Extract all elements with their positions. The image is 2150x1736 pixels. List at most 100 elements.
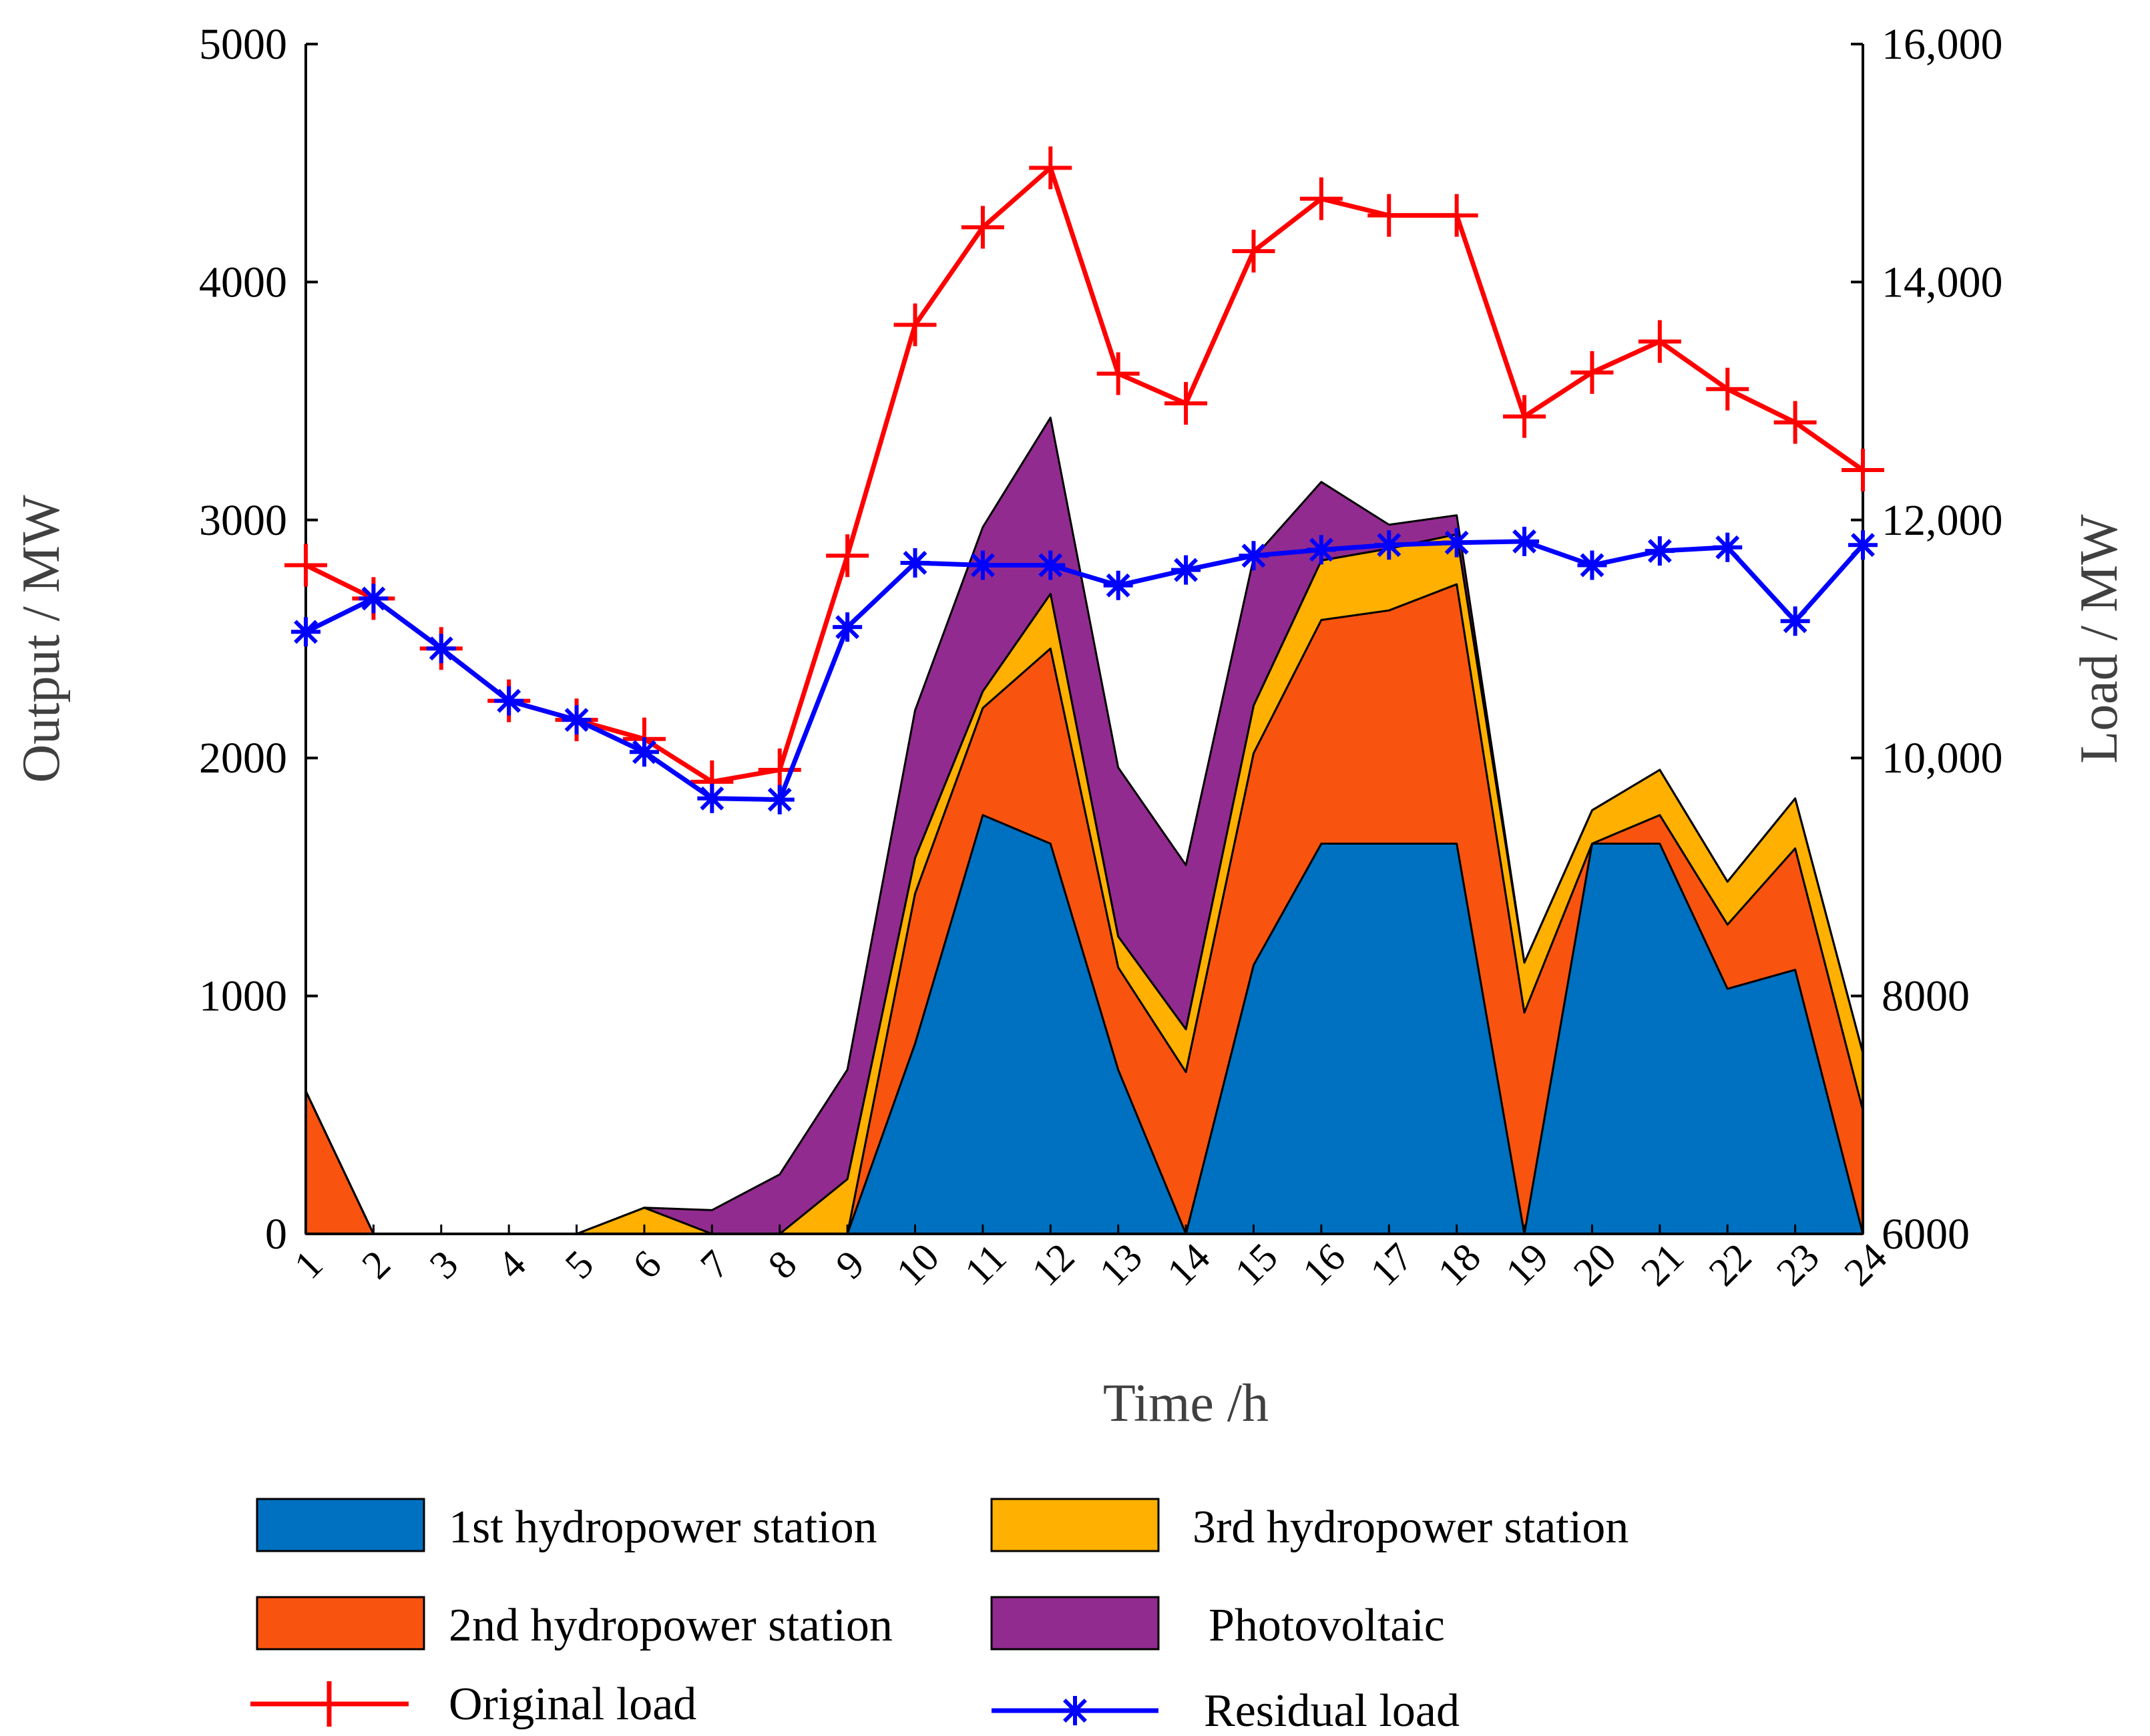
x-tick-label: 21 (1633, 1235, 1692, 1294)
marker-original-load (1842, 448, 1884, 491)
marker-original-load (1638, 320, 1681, 363)
legend-label-hydro1: 1st hydropower station (449, 1502, 877, 1553)
marker-original-load (1029, 146, 1072, 190)
right-tick-label: 14,000 (1882, 258, 2003, 306)
marker-original-load (961, 206, 1004, 249)
legend-label-hydro2: 2nd hydropower station (449, 1600, 893, 1651)
x-tick-label: 16 (1294, 1235, 1353, 1294)
marker-original-load (826, 534, 869, 578)
x-axis-title: Time /h (1103, 1374, 1269, 1433)
marker-residual-load (426, 634, 456, 664)
right-ticks: 6000 8000 10,000 12,000 14,000 16,000 (1851, 20, 2003, 1259)
x-tick-label: 8 (760, 1242, 805, 1287)
marker-residual-load (765, 785, 795, 815)
marker-residual-load (359, 584, 389, 614)
marker-residual-load (562, 705, 592, 735)
x-tick-label: 1 (286, 1242, 331, 1287)
marker-residual-load (1036, 550, 1066, 580)
legend-marker-residual-load (992, 1696, 1158, 1725)
x-tick-label: 7 (692, 1242, 737, 1287)
x-tick-label: 20 (1565, 1235, 1625, 1294)
marker-original-load (1706, 367, 1749, 411)
marker-residual-load (1713, 532, 1743, 562)
x-tick-label: 23 (1768, 1235, 1828, 1294)
legend-swatch-hydro1 (256, 1498, 425, 1552)
marker-residual-load (494, 686, 524, 716)
x-tick-label: 17 (1362, 1235, 1422, 1294)
marker-residual-load (968, 550, 998, 580)
marker-original-load (1773, 401, 1817, 444)
marker-residual-load (1780, 606, 1810, 636)
x-tick-label: 22 (1701, 1235, 1760, 1294)
right-tick-label: 16,000 (1882, 20, 2003, 69)
marker-residual-load (697, 783, 727, 813)
x-tick-label: 18 (1430, 1235, 1489, 1294)
x-tick-label: 9 (827, 1242, 873, 1287)
x-tick-label: 4 (489, 1242, 534, 1287)
x-tick-label: 5 (556, 1242, 602, 1287)
marker-residual-load (1510, 526, 1540, 556)
marker-residual-load (833, 612, 863, 642)
x-tick-label: 14 (1158, 1235, 1218, 1294)
marker-residual-load (1645, 536, 1675, 566)
y-axis-right-title: Load / MW (2070, 514, 2129, 764)
left-tick-label: 0 (265, 1210, 287, 1259)
legend-label-hydro3: 3rd hydropower station (1193, 1502, 1629, 1553)
left-tick-label: 3000 (199, 496, 287, 545)
marker-original-load (758, 748, 801, 792)
marker-residual-load (1171, 555, 1201, 585)
marker-residual-load (1239, 541, 1269, 571)
marker-original-load (1503, 395, 1546, 438)
legend-swatch-photovoltaic (990, 1596, 1160, 1651)
legend-label-original-load: Original load (449, 1679, 696, 1730)
marker-original-load (1164, 382, 1208, 425)
y-axis-left-title: Output / MW (12, 495, 71, 783)
x-tick-label: 11 (956, 1235, 1015, 1294)
x-tick-label: 6 (624, 1242, 670, 1287)
marker-original-load (893, 303, 937, 347)
legend-label-residual-load: Residual load (1204, 1685, 1460, 1736)
right-tick-label: 8000 (1882, 972, 1970, 1021)
right-tick-label: 12,000 (1882, 496, 2003, 545)
left-tick-label: 5000 (199, 20, 287, 69)
marker-original-load (1435, 194, 1478, 237)
marker-original-load (1367, 194, 1411, 237)
legend-label-photovoltaic: Photovoltaic (1209, 1600, 1445, 1651)
left-ticks: 0 1000 2000 3000 4000 5000 (199, 20, 318, 1259)
marker-residual-load (1577, 550, 1607, 580)
right-tick-label: 6000 (1882, 1210, 1970, 1259)
marker-residual-load (1374, 530, 1404, 560)
x-tick-label: 12 (1024, 1235, 1083, 1294)
marker-original-load (284, 544, 327, 587)
right-tick-label: 10,000 (1882, 734, 2003, 783)
x-tick-label: 3 (421, 1242, 467, 1287)
marker-residual-load (291, 617, 320, 647)
stacked-areas (304, 417, 1864, 1235)
x-tick-label: 19 (1497, 1235, 1556, 1294)
marker-residual-load (900, 548, 930, 578)
x-tick-label: 2 (353, 1242, 399, 1287)
legend-marker-original-load (250, 1681, 409, 1727)
legend-star-icon (1060, 1696, 1090, 1725)
legend-swatch-hydro3 (990, 1498, 1160, 1552)
left-tick-label: 4000 (199, 258, 287, 306)
legend-swatch-hydro2 (256, 1596, 425, 1651)
marker-residual-load (1848, 530, 1878, 560)
marker-residual-load (1103, 570, 1133, 600)
marker-original-load (1232, 230, 1275, 273)
marker-residual-load (1306, 535, 1336, 565)
x-tick-label: 10 (888, 1235, 947, 1294)
load-lines (284, 146, 1884, 815)
marker-original-load (1570, 351, 1614, 394)
marker-original-load (1096, 352, 1140, 395)
x-tick-label: 15 (1227, 1235, 1286, 1294)
marker-residual-load (629, 737, 659, 767)
left-tick-label: 2000 (199, 734, 287, 783)
marker-residual-load (1442, 527, 1472, 558)
marker-original-load (1299, 177, 1343, 220)
legend: 1st hydropower station 3rd hydropower st… (250, 1498, 1629, 1736)
x-tick-label: 13 (1091, 1235, 1150, 1294)
left-tick-label: 1000 (199, 972, 287, 1021)
line-residual-load (304, 539, 1865, 803)
